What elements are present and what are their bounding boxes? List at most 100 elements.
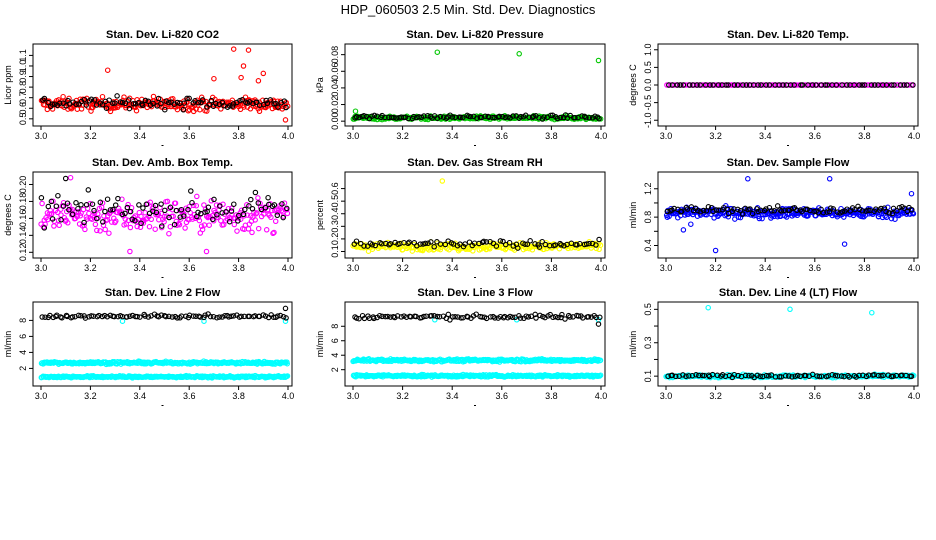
x-tick-label: 3.8 bbox=[858, 131, 871, 141]
data-point bbox=[417, 241, 424, 247]
data-point bbox=[393, 115, 400, 121]
x-tick-label: 4.0 bbox=[595, 131, 608, 141]
data-point bbox=[142, 97, 149, 104]
data-point bbox=[150, 93, 157, 100]
data-point bbox=[376, 312, 383, 319]
x-tick-label: 3.8 bbox=[858, 263, 871, 273]
x-tick-label: 3.4 bbox=[134, 263, 147, 273]
panel-7: Stan. Dev. Line 2 Flow 3.0 3.2 3.4 3.6 3.8 4.0… bbox=[3, 287, 294, 406]
data-point bbox=[248, 196, 254, 203]
data-point bbox=[787, 306, 793, 313]
data-point bbox=[99, 102, 106, 108]
data-point bbox=[282, 305, 289, 312]
data-point bbox=[218, 106, 224, 112]
data-point bbox=[758, 82, 764, 88]
plot-frame bbox=[344, 171, 606, 259]
data-point bbox=[255, 78, 262, 84]
data-point bbox=[686, 373, 692, 379]
data-point bbox=[186, 95, 192, 102]
data-point bbox=[122, 210, 128, 217]
data-point bbox=[228, 208, 235, 214]
data-point bbox=[851, 82, 857, 88]
data-point bbox=[210, 313, 217, 320]
data-point bbox=[824, 209, 830, 215]
x-tick-label: 3.2 bbox=[84, 263, 97, 273]
data-point bbox=[799, 208, 805, 215]
data-point bbox=[431, 313, 437, 319]
data-point bbox=[106, 97, 112, 103]
data-point bbox=[764, 211, 770, 217]
x-tick-label: 3.2 bbox=[84, 131, 97, 141]
data-point bbox=[215, 214, 221, 221]
panel-title: Stan. Dev. Sample Flow bbox=[727, 157, 850, 169]
y-tick-label: 0.4 bbox=[643, 239, 653, 252]
data-point bbox=[910, 82, 916, 88]
data-point bbox=[712, 247, 719, 254]
y-axis-label: kPa bbox=[315, 77, 325, 93]
data-point bbox=[140, 205, 146, 211]
data-point bbox=[896, 204, 903, 211]
data-point bbox=[174, 99, 181, 106]
data-point bbox=[194, 193, 200, 200]
data-point bbox=[265, 194, 271, 201]
data-point bbox=[188, 188, 194, 194]
x-tick-label: 4.0 bbox=[595, 391, 608, 401]
data-point bbox=[155, 313, 162, 320]
data-point bbox=[774, 213, 781, 220]
data-point bbox=[104, 313, 111, 320]
data-point bbox=[137, 314, 143, 320]
data-point bbox=[143, 201, 150, 208]
data-point bbox=[747, 206, 753, 212]
data-point bbox=[78, 313, 84, 319]
data-point bbox=[439, 178, 446, 184]
data-point bbox=[238, 313, 244, 320]
data-point bbox=[666, 82, 672, 88]
data-point bbox=[859, 208, 866, 214]
data-point bbox=[166, 230, 172, 237]
data-point bbox=[909, 206, 915, 213]
x-tick-label: 3.6 bbox=[809, 391, 822, 401]
data-point bbox=[830, 206, 837, 212]
data-point bbox=[742, 372, 749, 379]
data-point bbox=[735, 206, 741, 213]
data-point bbox=[138, 213, 144, 220]
data-point bbox=[74, 213, 80, 220]
data-point bbox=[766, 373, 772, 379]
data-point bbox=[552, 313, 559, 320]
x-tick-label: 3.4 bbox=[446, 391, 459, 401]
data-point bbox=[693, 372, 699, 378]
data-point bbox=[500, 238, 506, 245]
data-point bbox=[447, 317, 453, 323]
data-point bbox=[541, 114, 547, 120]
x-tick-label: 4.0 bbox=[908, 131, 921, 141]
data-point bbox=[252, 217, 258, 223]
y-tick-label: 0.6 bbox=[18, 102, 28, 115]
data-point bbox=[38, 195, 45, 201]
panel-1: Stan. Dev. Li-820 CO2 3.0 3.2 3.4 3.6 3.8 4.0 0… bbox=[3, 29, 294, 146]
data-point bbox=[596, 115, 602, 122]
data-point bbox=[481, 238, 487, 245]
data-point bbox=[688, 221, 694, 227]
data-point bbox=[567, 314, 573, 320]
data-point bbox=[124, 204, 131, 211]
data-point bbox=[158, 100, 164, 107]
data-point bbox=[142, 209, 148, 216]
data-point bbox=[88, 313, 95, 319]
data-point bbox=[557, 114, 564, 121]
data-point bbox=[356, 315, 362, 322]
y-axis-label: ml/min bbox=[315, 331, 325, 358]
data-point bbox=[253, 211, 259, 217]
data-point bbox=[249, 206, 256, 212]
data-point bbox=[211, 75, 217, 82]
data-point bbox=[186, 312, 193, 319]
x-tick-label: 4.0 bbox=[908, 263, 921, 273]
data-point bbox=[199, 97, 206, 103]
data-point bbox=[127, 248, 133, 255]
data-point bbox=[802, 372, 809, 379]
data-point bbox=[575, 313, 582, 319]
data-point bbox=[496, 113, 503, 120]
x-tick-label: 3.8 bbox=[232, 263, 245, 273]
x-tick-label: 3.8 bbox=[858, 391, 871, 401]
data-point bbox=[45, 203, 52, 210]
x-tick-label: 3.6 bbox=[496, 391, 509, 401]
